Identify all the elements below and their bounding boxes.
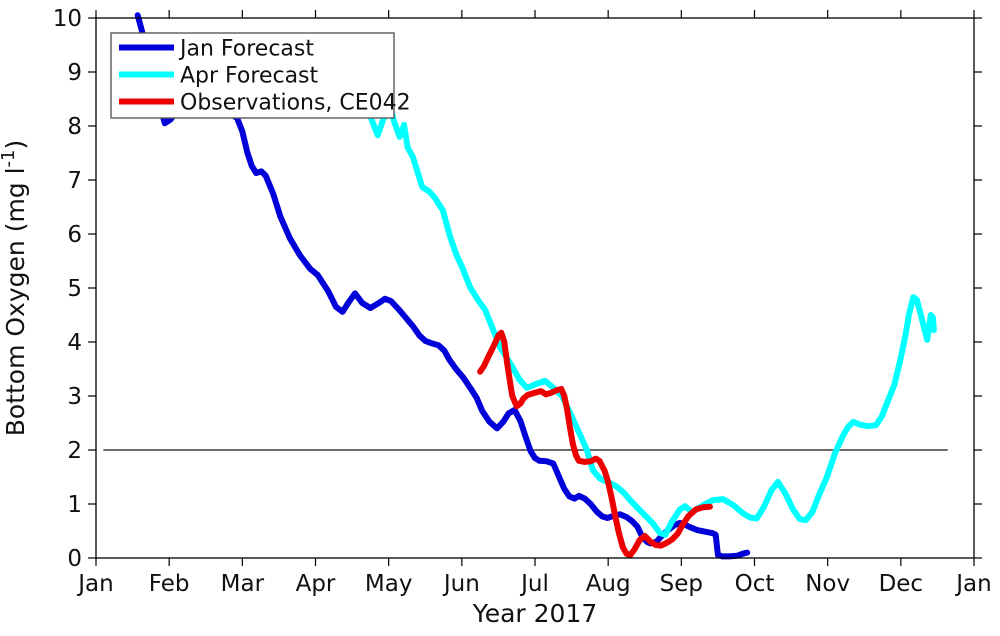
y-tick-label: 0: [67, 546, 82, 572]
y-tick-label: 7: [67, 168, 82, 194]
x-tick-label: Dec: [879, 571, 924, 597]
y-tick-label: 6: [67, 222, 82, 248]
y-tick-label: 4: [67, 330, 82, 356]
x-tick-label: Sep: [660, 571, 703, 597]
x-tick-label: Jun: [442, 571, 480, 597]
legend-label: Observations, CE042: [180, 91, 411, 116]
x-tick-label: Nov: [805, 571, 850, 597]
series-layer: [134, 12, 937, 560]
y-tick-label: 10: [53, 6, 82, 32]
tick-label-layer: Jan Feb Mar Apr May Jun Jul Aug Sep Oct Nov Dec Jan0…: [53, 6, 992, 597]
legend-label: Jan Forecast: [178, 37, 314, 62]
y-axis-title-superscript: -1: [0, 149, 19, 167]
x-tick-label: Feb: [149, 571, 190, 597]
legend-label: Apr Forecast: [180, 64, 319, 89]
y-axis-title-main: Bottom Oxygen (mg l: [1, 167, 30, 436]
apr-forecast-line: [308, 44, 937, 538]
x-tick-label: May: [365, 571, 413, 597]
x-tick-label: Oct: [735, 571, 775, 597]
jan-forecast-line: [134, 12, 751, 560]
y-tick-label: 9: [67, 60, 82, 86]
x-tick-label: Jan: [954, 571, 991, 597]
axes-layer: [88, 10, 982, 566]
y-tick-label: 1: [67, 492, 82, 518]
x-tick-label: Apr: [296, 571, 336, 597]
x-tick-label: Jul: [519, 571, 549, 597]
y-tick-label: 2: [67, 438, 82, 464]
observations-line: [477, 329, 713, 559]
x-tick-label: Jan: [76, 571, 113, 597]
y-tick-label: 3: [67, 384, 82, 410]
x-tick-label: Mar: [221, 571, 265, 597]
x-axis-title: Year 2017: [472, 599, 598, 628]
x-tick-label: Aug: [586, 571, 631, 597]
y-axis-title: Bottom Oxygen (mg l-1): [0, 140, 30, 437]
y-tick-label: 5: [67, 276, 82, 302]
y-axis-title-close: ): [1, 140, 30, 150]
y-tick-label: 8: [67, 114, 82, 140]
